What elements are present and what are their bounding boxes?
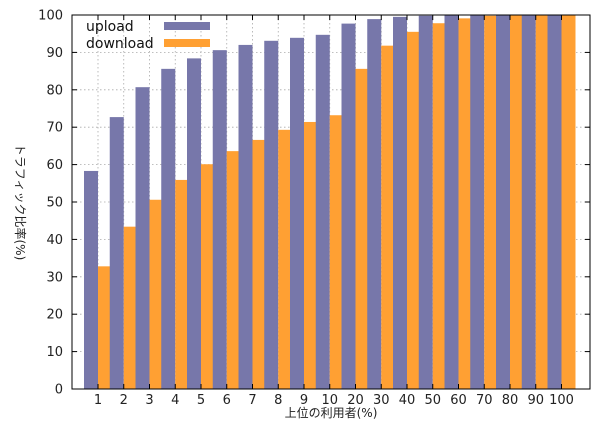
y-tick-label: 40 [46,233,63,248]
y-tick-label: 50 [46,196,63,211]
bar-download [149,199,164,389]
x-tick-label: 90 [527,393,544,408]
x-axis-title: 上位の利用者(%) [285,405,378,420]
y-tick-label: 10 [46,345,63,360]
bar-download [432,23,447,390]
bar-download [123,226,138,389]
bar-upload [547,15,562,389]
bar-upload [470,15,485,389]
bar-upload [521,15,536,389]
bar-upload [367,19,382,389]
bar-upload [212,50,227,389]
y-tick-label: 70 [46,121,63,136]
x-tick-label: 8 [274,393,282,408]
x-tick-label: 5 [197,393,205,408]
legend-swatch-upload [164,22,210,30]
x-tick-label: 3 [145,393,153,408]
bar-upload [187,58,201,389]
y-tick-label: 30 [46,270,63,285]
x-tick-label: 50 [424,393,441,408]
y-tick-label: 100 [38,9,63,24]
x-tick-label: 80 [502,393,519,408]
y-axis-title: トラフィック比率(%) [13,144,28,261]
x-tick-label: 40 [399,393,416,408]
legend-swatch-download [164,39,210,47]
y-tick-label: 0 [55,383,63,398]
x-tick-label: 70 [476,393,493,408]
x-tick-label: 1 [94,393,102,408]
bar-upload [444,15,459,389]
bar-upload [341,23,356,390]
bar-upload [393,16,407,390]
x-tick-label: 4 [171,393,179,408]
bar-download [98,266,112,389]
bar-upload [264,40,279,389]
bar-upload [315,34,330,390]
x-tick-label: 10 [321,393,338,408]
legend-label-download: download [86,36,154,52]
x-tick-label: 100 [549,393,574,408]
bar-download [484,15,499,390]
x-tick-label: 9 [300,393,308,408]
bar-upload [418,15,433,390]
x-tick-label: 2 [120,393,128,408]
bar-download [407,31,421,390]
bar-download [278,129,293,389]
x-tick-label: 60 [450,393,467,408]
bar-download [355,68,370,389]
bar-download [381,45,396,389]
bar-upload [290,37,304,390]
bars [84,15,576,390]
bar-upload [161,68,176,389]
bar-upload [496,15,510,389]
bar-download [510,15,524,389]
bar-download [226,151,241,389]
bar-download [561,15,576,389]
x-tick-label: 7 [248,393,256,408]
y-tick-label: 90 [46,46,63,61]
x-tick-label: 30 [373,393,390,408]
bar-upload [109,117,124,390]
legend: upload download [86,19,210,52]
bar-upload [238,44,253,390]
bar-download [535,15,550,389]
y-tick-label: 60 [46,158,63,173]
bar-download [329,115,344,390]
bar-upload [84,170,98,389]
bar-download [458,18,473,390]
bar-download [175,179,190,389]
bar-download [252,139,267,389]
axis-ticks: 0 10 20 30 40 50 60 70 80 90 100 1 2 3 4 5 6 7 8 9 10 20 30 40 5… [38,9,590,408]
bar-download [304,121,318,390]
x-tick-label: 6 [223,393,231,408]
y-tick-label: 20 [46,308,63,323]
y-tick-label: 80 [46,83,63,98]
x-tick-label: 20 [347,393,364,408]
bar-download [201,164,215,389]
bar-upload [135,87,150,389]
legend-label-upload: upload [86,19,134,35]
